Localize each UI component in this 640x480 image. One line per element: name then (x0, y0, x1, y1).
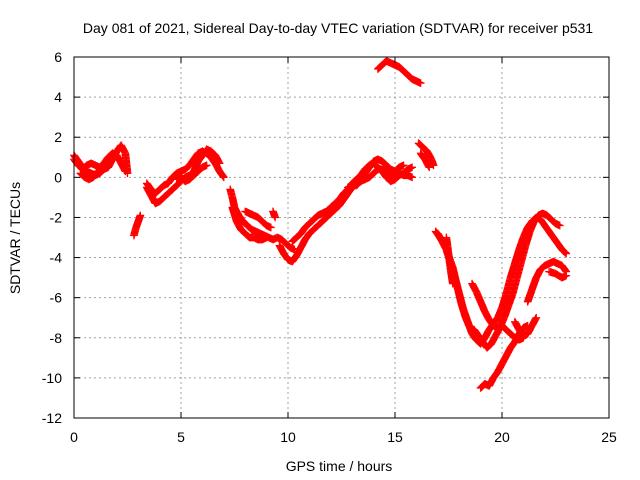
x-axis-label: GPS time / hours (286, 458, 393, 474)
y-tick-labels: -12 -10 -8 -6 -4 -2 0 2 4 6 (42, 49, 62, 426)
data-track (269, 208, 279, 221)
y-tick-label: 6 (54, 49, 62, 65)
data-series (476, 321, 532, 392)
data-series (510, 313, 541, 340)
data-series (442, 233, 457, 288)
plot-frame (73, 56, 610, 419)
data-series (374, 57, 425, 87)
data-track (228, 204, 270, 244)
data-track (546, 268, 569, 281)
data-series (545, 267, 571, 282)
data-series (130, 211, 145, 240)
data-track (143, 147, 227, 197)
data-series (414, 139, 438, 170)
data-track (173, 161, 210, 185)
data-track (511, 315, 540, 340)
data-track (70, 149, 129, 175)
x-tick-label: 0 (70, 429, 78, 445)
data-track (345, 161, 407, 191)
x-tick-label: 10 (280, 429, 296, 445)
axis-ticks (73, 56, 610, 419)
data-series (172, 161, 211, 186)
y-axis-label: SDTVAR / TECUs (7, 182, 23, 294)
y-tick-label: -2 (50, 209, 63, 225)
data-series (416, 149, 434, 172)
chart-title: Day 081 of 2021, Sidereal Day-to-day VTE… (83, 20, 593, 36)
x-tick-labels: 0 5 10 15 20 25 (70, 429, 617, 445)
data-track (442, 234, 457, 287)
data-track (143, 145, 223, 207)
y-tick-label: -10 (42, 370, 62, 386)
data-series (344, 161, 408, 192)
data-track (417, 150, 433, 171)
data-track (130, 212, 144, 239)
y-tick-label: -12 (42, 410, 62, 426)
data-series (241, 207, 275, 232)
data-track (415, 140, 437, 168)
x-tick-label: 5 (177, 429, 185, 445)
data-series (228, 203, 271, 244)
y-tick-label: 0 (54, 169, 62, 185)
data-track (242, 208, 274, 231)
y-tick-label: 2 (54, 129, 62, 145)
y-tick-label: -8 (50, 330, 63, 346)
y-tick-label: 4 (54, 89, 62, 105)
data-track (524, 258, 570, 305)
x-tick-label: 15 (387, 429, 403, 445)
data-series (76, 167, 102, 184)
y-tick-label: -4 (50, 250, 63, 266)
x-tick-label: 25 (601, 429, 617, 445)
data-track (77, 168, 101, 183)
data-points (70, 57, 571, 392)
y-tick-label: -6 (50, 290, 63, 306)
x-tick-label: 20 (494, 429, 510, 445)
data-series (269, 207, 280, 222)
data-track (374, 57, 424, 87)
